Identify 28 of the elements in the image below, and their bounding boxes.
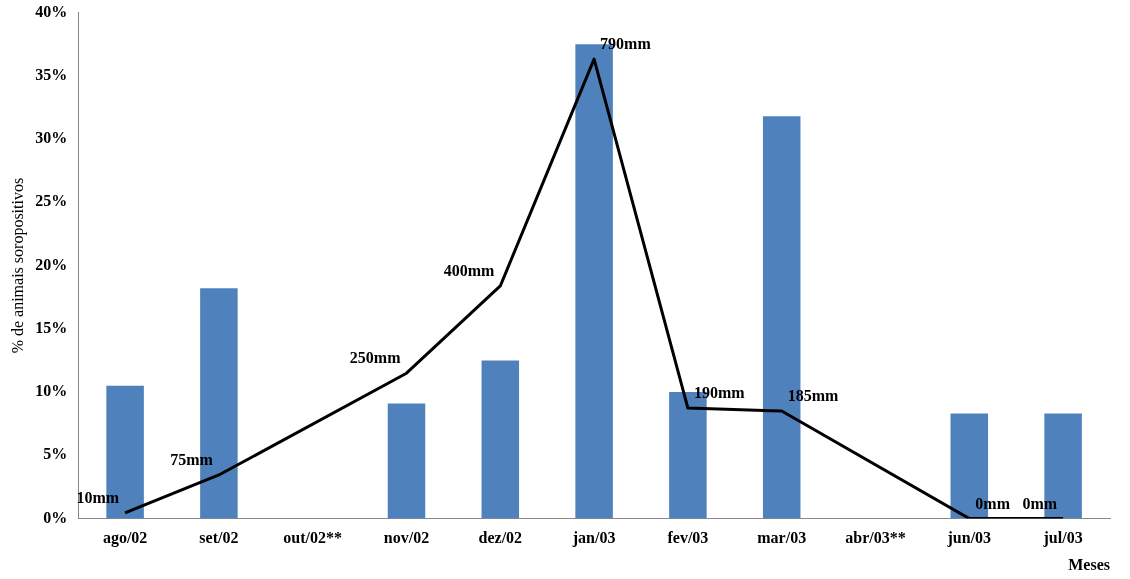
data-label: 190mm: [693, 384, 746, 402]
data-label: 790mm: [600, 35, 652, 53]
x-tick-label: abr/03**: [845, 529, 906, 547]
y-axis-title: % de animais soropositivos: [8, 177, 27, 354]
x-tick-label: dez/02: [478, 529, 523, 547]
data-label: 400mm: [443, 262, 495, 280]
x-tick-label: out/02**: [283, 529, 343, 547]
y-tick-label: 40%: [35, 2, 68, 20]
y-tick-label: 15%: [35, 318, 68, 336]
x-axis-title: Meses: [1068, 555, 1110, 573]
y-tick-label: 35%: [35, 65, 68, 83]
x-tick-label: jun/03: [946, 529, 992, 548]
x-tick-label: jan/03: [571, 529, 616, 548]
x-tick-label: nov/02: [383, 529, 430, 547]
y-tick-label: 5%: [43, 445, 68, 463]
x-tick-label: ago/02: [102, 529, 148, 548]
x-tick-label: set/02: [199, 529, 239, 547]
y-tick-label: 10%: [35, 382, 68, 400]
data-label: 250mm: [349, 349, 402, 367]
bar: [387, 403, 426, 519]
y-tick-label: 30%: [35, 129, 68, 147]
y-tick-label: 20%: [35, 255, 68, 273]
x-tick-label: fev/03: [667, 529, 709, 547]
y-tick-label: 25%: [35, 192, 68, 210]
y-tick-label: 0%: [43, 508, 68, 526]
x-tick-label: jul/03: [1042, 529, 1083, 548]
x-tick-label: mar/03: [757, 529, 807, 547]
bar: [481, 360, 520, 519]
